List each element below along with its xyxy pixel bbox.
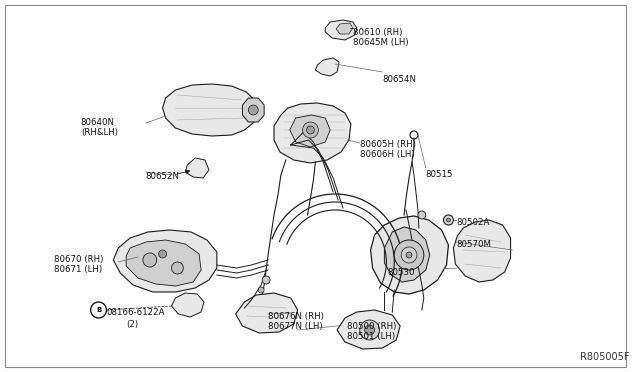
Text: R805005F: R805005F [580, 352, 629, 362]
Text: 80530: 80530 [387, 268, 415, 277]
Text: 80640N: 80640N [81, 118, 115, 127]
Text: 80500 (RH): 80500 (RH) [347, 322, 396, 331]
Polygon shape [336, 23, 353, 34]
Circle shape [258, 287, 264, 293]
Text: 80606H (LH): 80606H (LH) [360, 150, 414, 159]
Circle shape [360, 320, 380, 340]
Polygon shape [172, 293, 204, 317]
Polygon shape [290, 115, 330, 147]
Circle shape [248, 105, 258, 115]
Polygon shape [113, 230, 217, 292]
Circle shape [444, 215, 453, 225]
Circle shape [262, 276, 270, 284]
Text: 80652N: 80652N [146, 172, 180, 181]
Text: 80502A: 80502A [456, 218, 490, 227]
Polygon shape [163, 84, 258, 136]
Text: (RH&LH): (RH&LH) [81, 128, 118, 137]
Circle shape [365, 325, 374, 335]
Circle shape [307, 126, 314, 134]
Circle shape [401, 247, 417, 263]
Text: 80515: 80515 [426, 170, 453, 179]
Circle shape [394, 240, 424, 270]
Text: 80645M (LH): 80645M (LH) [353, 38, 408, 47]
Text: 80671 (LH): 80671 (LH) [54, 265, 102, 274]
Text: 80677N (LH): 80677N (LH) [268, 322, 323, 331]
Circle shape [406, 252, 412, 258]
Polygon shape [274, 103, 351, 163]
Polygon shape [385, 227, 429, 282]
Text: 80670 (RH): 80670 (RH) [54, 255, 104, 264]
Polygon shape [243, 98, 264, 122]
Polygon shape [325, 20, 356, 40]
Text: 80570M: 80570M [456, 240, 492, 249]
Polygon shape [337, 310, 400, 349]
Polygon shape [186, 158, 209, 178]
Text: (2): (2) [126, 320, 138, 329]
Text: 80501 (LH): 80501 (LH) [347, 332, 395, 341]
Circle shape [303, 122, 318, 138]
Circle shape [159, 250, 166, 258]
Text: 80605H (RH): 80605H (RH) [360, 140, 415, 149]
Polygon shape [316, 58, 339, 76]
Text: 08166-6122A: 08166-6122A [106, 308, 165, 317]
Circle shape [172, 262, 183, 274]
Polygon shape [126, 240, 201, 286]
Text: 80654N: 80654N [383, 75, 417, 84]
Polygon shape [371, 216, 449, 294]
Polygon shape [236, 293, 298, 333]
Circle shape [418, 211, 426, 219]
Text: 80676N (RH): 80676N (RH) [268, 312, 324, 321]
Circle shape [143, 253, 157, 267]
Polygon shape [453, 220, 511, 282]
Text: 80610 (RH): 80610 (RH) [353, 28, 402, 37]
Circle shape [447, 218, 451, 222]
Text: B: B [96, 307, 101, 313]
